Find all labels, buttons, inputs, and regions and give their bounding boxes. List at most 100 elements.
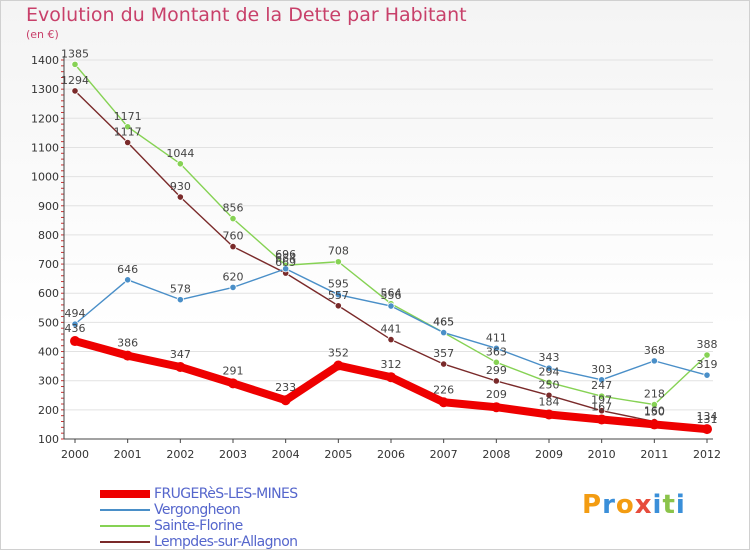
legend-item: Vergongheon (100, 502, 298, 518)
data-point (334, 302, 342, 310)
legend-swatch (100, 509, 150, 511)
chart-title: Evolution du Montant de la Dette par Hab… (26, 4, 467, 26)
data-point (176, 193, 184, 201)
data-label: 226 (433, 383, 454, 396)
data-label: 291 (223, 364, 244, 377)
data-label: 1294 (61, 74, 89, 87)
data-point (596, 414, 607, 425)
data-point (176, 160, 184, 168)
data-label: 134 (697, 410, 718, 423)
data-point (282, 265, 290, 273)
data-label: 150 (644, 405, 665, 418)
data-point (598, 392, 606, 400)
data-point (544, 409, 554, 420)
data-label: 556 (381, 289, 402, 302)
x-tick-label: 2000 (61, 448, 89, 461)
data-point (440, 360, 448, 368)
data-label: 684 (275, 252, 296, 265)
data-label: 760 (223, 230, 244, 243)
axes: 100 200 300 400 500 600 700 800 900 1000 1100 1200 1… (31, 54, 721, 461)
data-label: 197 (591, 394, 612, 407)
data-point (71, 87, 79, 95)
y-axis-unit: (en €) (26, 28, 59, 41)
data-point (124, 138, 132, 147)
data-labels: 1294 1117 930 760 669 557 441 357 299 250 197 160 13… (61, 47, 718, 426)
data-label: 247 (591, 379, 612, 392)
y-tick-label: 800 (38, 229, 59, 242)
y-tick-label: 1100 (31, 141, 59, 154)
data-label: 436 (65, 322, 86, 335)
data-label: 357 (433, 347, 454, 360)
data-label: 646 (117, 263, 138, 276)
data-label: 620 (223, 270, 244, 283)
y-tick-label: 1000 (31, 171, 59, 184)
data-point (492, 344, 500, 352)
legend-label: Vergongheon (154, 502, 241, 518)
logo-letter: i (652, 490, 663, 520)
logo-letter: o (615, 490, 635, 520)
data-point (280, 395, 291, 406)
logo-letter: t (662, 490, 676, 520)
legend-label: FRUGERèS-LES-MINES (154, 486, 298, 502)
data-point (333, 360, 344, 371)
data-point (124, 123, 132, 131)
x-tick-label: 2006 (377, 448, 405, 461)
x-tick-label: 2012 (693, 448, 721, 461)
x-tick-label: 2001 (114, 448, 142, 461)
data-label: 494 (65, 307, 86, 320)
series-lines (70, 60, 712, 435)
x-tick-label: 2011 (640, 448, 668, 461)
data-point (545, 391, 553, 399)
data-point (598, 407, 606, 415)
data-point (229, 214, 237, 223)
data-label: 557 (328, 289, 349, 302)
data-label: 669 (275, 256, 296, 269)
y-tick-label: 100 (38, 433, 59, 446)
data-point (703, 351, 711, 359)
data-label: 347 (170, 348, 191, 361)
data-point (650, 357, 658, 365)
y-tick-label: 1200 (31, 112, 59, 125)
data-point (440, 328, 448, 337)
data-point (438, 397, 449, 408)
x-tick-label: 2010 (588, 448, 616, 461)
legend-item: FRUGERèS-LES-MINES (100, 486, 298, 502)
data-point (545, 364, 553, 372)
legend: FRUGERèS-LES-MINES Vergongheon Sainte-Flor… (100, 486, 298, 550)
data-point (492, 358, 500, 366)
logo-letter: x (634, 490, 653, 520)
data-label: 303 (591, 363, 612, 376)
x-tick-label: 2002 (166, 448, 194, 461)
data-point (229, 242, 237, 251)
x-tick-label: 2003 (219, 448, 247, 461)
y-tick-label: 300 (38, 375, 59, 388)
y-tick-label: 200 (38, 404, 59, 417)
data-point (334, 291, 342, 299)
proxiti-logo: Proxiti (582, 490, 686, 520)
grid (64, 59, 713, 440)
data-label: 363 (486, 345, 507, 358)
data-label: 1117 (114, 126, 142, 139)
data-point (492, 377, 500, 385)
data-label: 465 (433, 316, 454, 329)
legend-label: Sainte-Florine (154, 518, 243, 534)
data-point (650, 400, 658, 409)
y-tick-label: 1300 (31, 83, 59, 96)
data-label: 352 (328, 347, 349, 360)
data-label: 368 (644, 344, 665, 357)
y-tick-label: 400 (38, 346, 59, 359)
data-label: 294 (539, 365, 560, 378)
legend-swatch (100, 541, 150, 543)
data-label: 578 (170, 283, 191, 296)
legend-label: Lempdes-sur-Allagnon (154, 534, 298, 550)
data-label: 160 (644, 405, 665, 418)
data-point (545, 378, 553, 387)
x-tick-label: 2008 (482, 448, 510, 461)
legend-swatch (100, 490, 150, 498)
data-point (229, 283, 237, 291)
data-point (175, 361, 186, 372)
data-point (386, 372, 396, 383)
data-point (122, 350, 133, 361)
data-label: 388 (697, 338, 718, 351)
data-label: 343 (539, 351, 560, 364)
